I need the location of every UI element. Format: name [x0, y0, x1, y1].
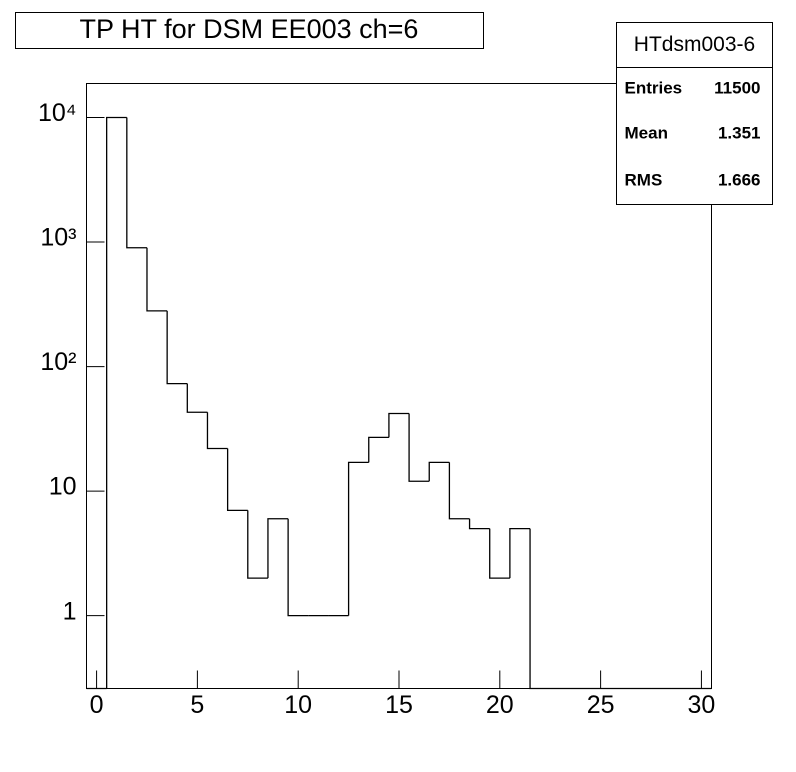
histogram-bin	[226, 448, 248, 512]
x-tick-label: 0	[90, 691, 104, 719]
stats-box	[616, 22, 773, 205]
stats-label: Entries	[625, 78, 683, 97]
chart-title: TP HT for DSM EE003 ch=6	[80, 14, 419, 44]
y-tick-label: 10⁴	[38, 99, 77, 127]
histogram-bin	[206, 412, 228, 450]
stats-label: RMS	[625, 170, 663, 189]
y-tick-label: 10²	[40, 348, 76, 376]
histogram-bin	[529, 528, 551, 690]
x-tick-label: 20	[486, 691, 514, 719]
title-box	[15, 12, 484, 49]
histogram-bin	[267, 518, 289, 579]
histogram-bin	[489, 528, 510, 579]
histogram-bin	[509, 527, 531, 579]
x-tick-label: 15	[385, 691, 413, 719]
y-tick-label: 10³	[40, 224, 76, 252]
y-tick-label: 1	[63, 597, 77, 625]
x-tick-label: 5	[190, 691, 204, 719]
histogram-bin	[408, 413, 430, 482]
histogram-bin	[166, 310, 188, 385]
stats-value: 1.351	[718, 123, 761, 142]
histogram-bin	[146, 247, 168, 312]
histogram-bin	[186, 383, 208, 413]
stats-title: HTdsm003-6	[634, 33, 755, 56]
histogram-bin	[106, 116, 127, 689]
stats-value: 1.666	[718, 170, 761, 189]
histogram-bin	[287, 518, 309, 617]
x-tick-label: 10	[284, 691, 312, 719]
x-tick-label: 30	[688, 691, 716, 719]
y-tick-label: 10	[49, 473, 77, 501]
histogram-bin	[428, 461, 450, 482]
stats-value: 11500	[714, 78, 760, 97]
histogram-bin	[368, 436, 389, 463]
histogram-bin	[448, 462, 470, 520]
histogram-bin	[468, 518, 490, 530]
histogram-bin	[247, 510, 268, 579]
histogram-bin	[126, 117, 147, 249]
x-tick-label: 25	[587, 691, 615, 719]
histogram-bin	[347, 461, 369, 616]
histogram-bin	[388, 412, 410, 438]
stats-label: Mean	[625, 123, 668, 142]
